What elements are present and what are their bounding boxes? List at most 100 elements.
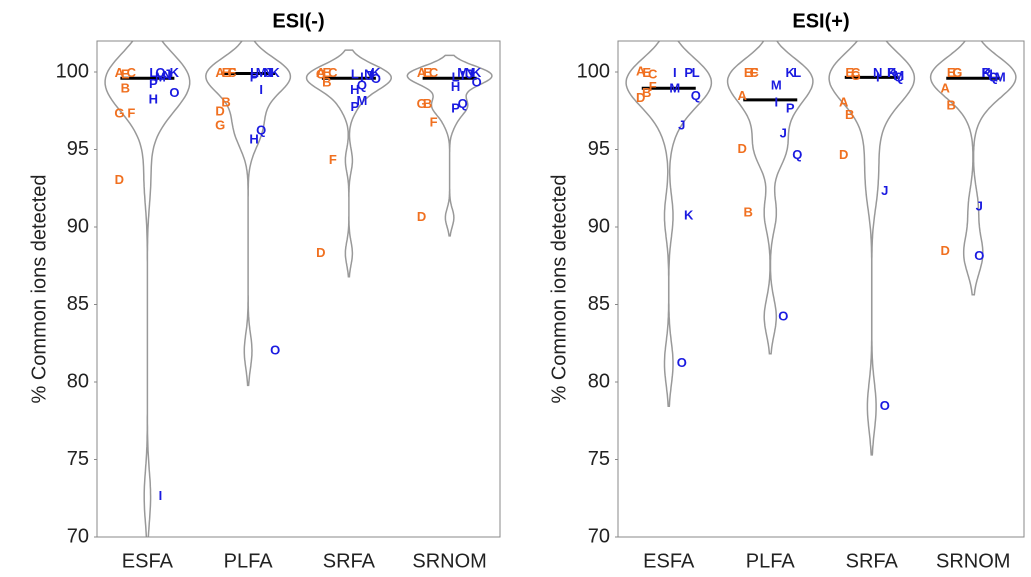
point-label: A [941, 80, 951, 95]
point-label: I [774, 94, 778, 109]
point-label: Q [458, 96, 468, 111]
point-label: I [159, 488, 163, 503]
point-label: E [423, 65, 432, 80]
y-tick-label: 75 [588, 448, 610, 470]
point-label: A [417, 65, 427, 80]
point-label: J [466, 67, 473, 82]
point-label: H [350, 82, 359, 97]
x-tick-label: SRNOM [936, 550, 1010, 572]
point-label: F [649, 79, 657, 94]
point-label: K [684, 208, 694, 223]
point-label: N [364, 67, 373, 82]
point-label: G [316, 67, 326, 82]
point-label: M [356, 93, 367, 108]
point-label: M [256, 65, 267, 80]
point-label: O [778, 308, 788, 323]
point-label: J [365, 68, 372, 83]
point-label: P [149, 76, 158, 91]
point-label: K [786, 65, 796, 80]
violin [406, 54, 493, 237]
point-label: O [371, 71, 381, 86]
point-label: L [989, 67, 997, 82]
point-label: F [127, 105, 135, 120]
point-label: Q [691, 88, 701, 103]
point-label: E [323, 65, 332, 80]
y-axis-label: % Common ions detected [548, 174, 570, 403]
point-label: E [222, 65, 231, 80]
point-label: G [114, 105, 124, 120]
point-label: H [451, 79, 460, 94]
x-tick-label: ESFA [643, 550, 695, 572]
point-label: K [472, 65, 482, 80]
point-label: A [738, 88, 748, 103]
plot-frame [96, 40, 501, 538]
point-label: L [351, 67, 359, 82]
point-label: B [947, 98, 956, 113]
x-tick-label: SRFA [323, 550, 376, 572]
point-label: P [684, 65, 693, 80]
point-label: J [780, 125, 787, 140]
point-label: L [149, 65, 157, 80]
point-label: D [215, 104, 224, 119]
point-label: O [169, 85, 179, 100]
point-label: E [121, 67, 130, 82]
y-tick-label: 90 [67, 215, 89, 237]
x-tick-label: SRFA [846, 550, 899, 572]
point-label: Q [988, 70, 998, 85]
y-tick-label: 95 [588, 138, 610, 160]
point-label: F [750, 65, 758, 80]
point-label: O [677, 355, 687, 370]
point-label: C [750, 65, 760, 80]
violin [625, 41, 713, 408]
point-label: J [164, 67, 171, 82]
y-tick-label: 80 [67, 370, 89, 392]
point-label: H [149, 91, 158, 106]
point-label: E [642, 65, 651, 80]
point-label: M [457, 65, 468, 80]
point-label: L [452, 70, 460, 85]
point-label: B [423, 96, 432, 111]
violin [205, 41, 292, 387]
violin [929, 41, 1017, 296]
point-label: A [115, 65, 125, 80]
point-label: K [270, 65, 280, 80]
point-label: A [636, 63, 646, 78]
point-label: D [417, 209, 426, 224]
y-tick-label: 90 [588, 215, 610, 237]
y-tick-label: 70 [588, 525, 610, 547]
point-label: Q [894, 70, 904, 85]
point-label: P [351, 99, 360, 114]
point-label: N [465, 65, 474, 80]
point-label: M [669, 80, 680, 95]
y-tick-label: 95 [67, 138, 89, 160]
point-label: L [250, 65, 258, 80]
point-label: K [887, 65, 897, 80]
point-label: H [249, 132, 258, 147]
point-label: G [215, 118, 225, 133]
point-label: M [995, 70, 1006, 85]
point-label: E [744, 65, 753, 80]
point-label: I [360, 70, 364, 85]
point-label: N [163, 68, 172, 83]
point-label: D [316, 245, 325, 260]
point-label: J [881, 183, 888, 198]
point-label: A [215, 65, 225, 80]
point-label: Q [256, 122, 266, 137]
point-label: I [259, 82, 263, 97]
point-label: O [880, 398, 890, 413]
point-label: J [265, 65, 272, 80]
plot-frame [617, 40, 1025, 538]
y-tick-label: 85 [67, 293, 89, 315]
point-label: A [316, 65, 326, 80]
y-axis-label: % Common ions detected [28, 174, 50, 403]
point-label: Q [792, 147, 802, 162]
point-label: P [250, 70, 259, 85]
point-label: N [263, 65, 272, 80]
point-label: M [771, 77, 782, 92]
point-label: O [472, 74, 482, 89]
point-label: F [430, 115, 438, 130]
point-label: B [642, 85, 651, 100]
